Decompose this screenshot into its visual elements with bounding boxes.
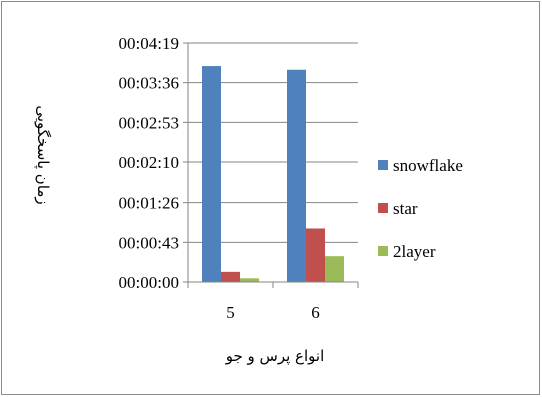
x-axis-title: انواع پرس و جو (225, 347, 325, 366)
y-tick-label: 00:02:53 (119, 113, 179, 132)
y-tick-label: 00:00:00 (119, 273, 179, 292)
bar-2layer-6 (325, 256, 344, 282)
y-tick-label: 00:03:36 (119, 74, 179, 93)
y-tick-label: 00:04:19 (119, 34, 179, 53)
axes (183, 42, 359, 288)
y-tick-label: 00:02:10 (119, 153, 179, 172)
legend-label-2layer: 2layer (393, 242, 436, 261)
bars (202, 66, 344, 283)
legend-swatch-2layer (378, 246, 388, 256)
bar-snowflake-5 (202, 66, 221, 283)
tick-labels: 00:00:00 00:00:43 00:01:26 00:02:10 00:02:53… (119, 34, 320, 322)
bar-snowflake-6 (287, 69, 306, 282)
legend: snowflake star 2layer (378, 156, 463, 261)
legend-swatch-snowflake (378, 160, 388, 170)
legend-swatch-star (378, 203, 388, 213)
bar-2layer-5 (240, 278, 259, 282)
y-tick-label: 00:00:43 (119, 233, 179, 252)
legend-label-snowflake: snowflake (393, 156, 463, 175)
y-tick-label: 00:01:26 (119, 194, 179, 213)
bar-star-6 (306, 228, 325, 282)
legend-label-star: star (393, 199, 418, 218)
bar-star-5 (221, 271, 240, 282)
x-tick-label: 6 (311, 303, 320, 322)
x-tick-label: 5 (226, 303, 235, 322)
y-axis-title: زمان پاسخگویی (33, 105, 52, 204)
